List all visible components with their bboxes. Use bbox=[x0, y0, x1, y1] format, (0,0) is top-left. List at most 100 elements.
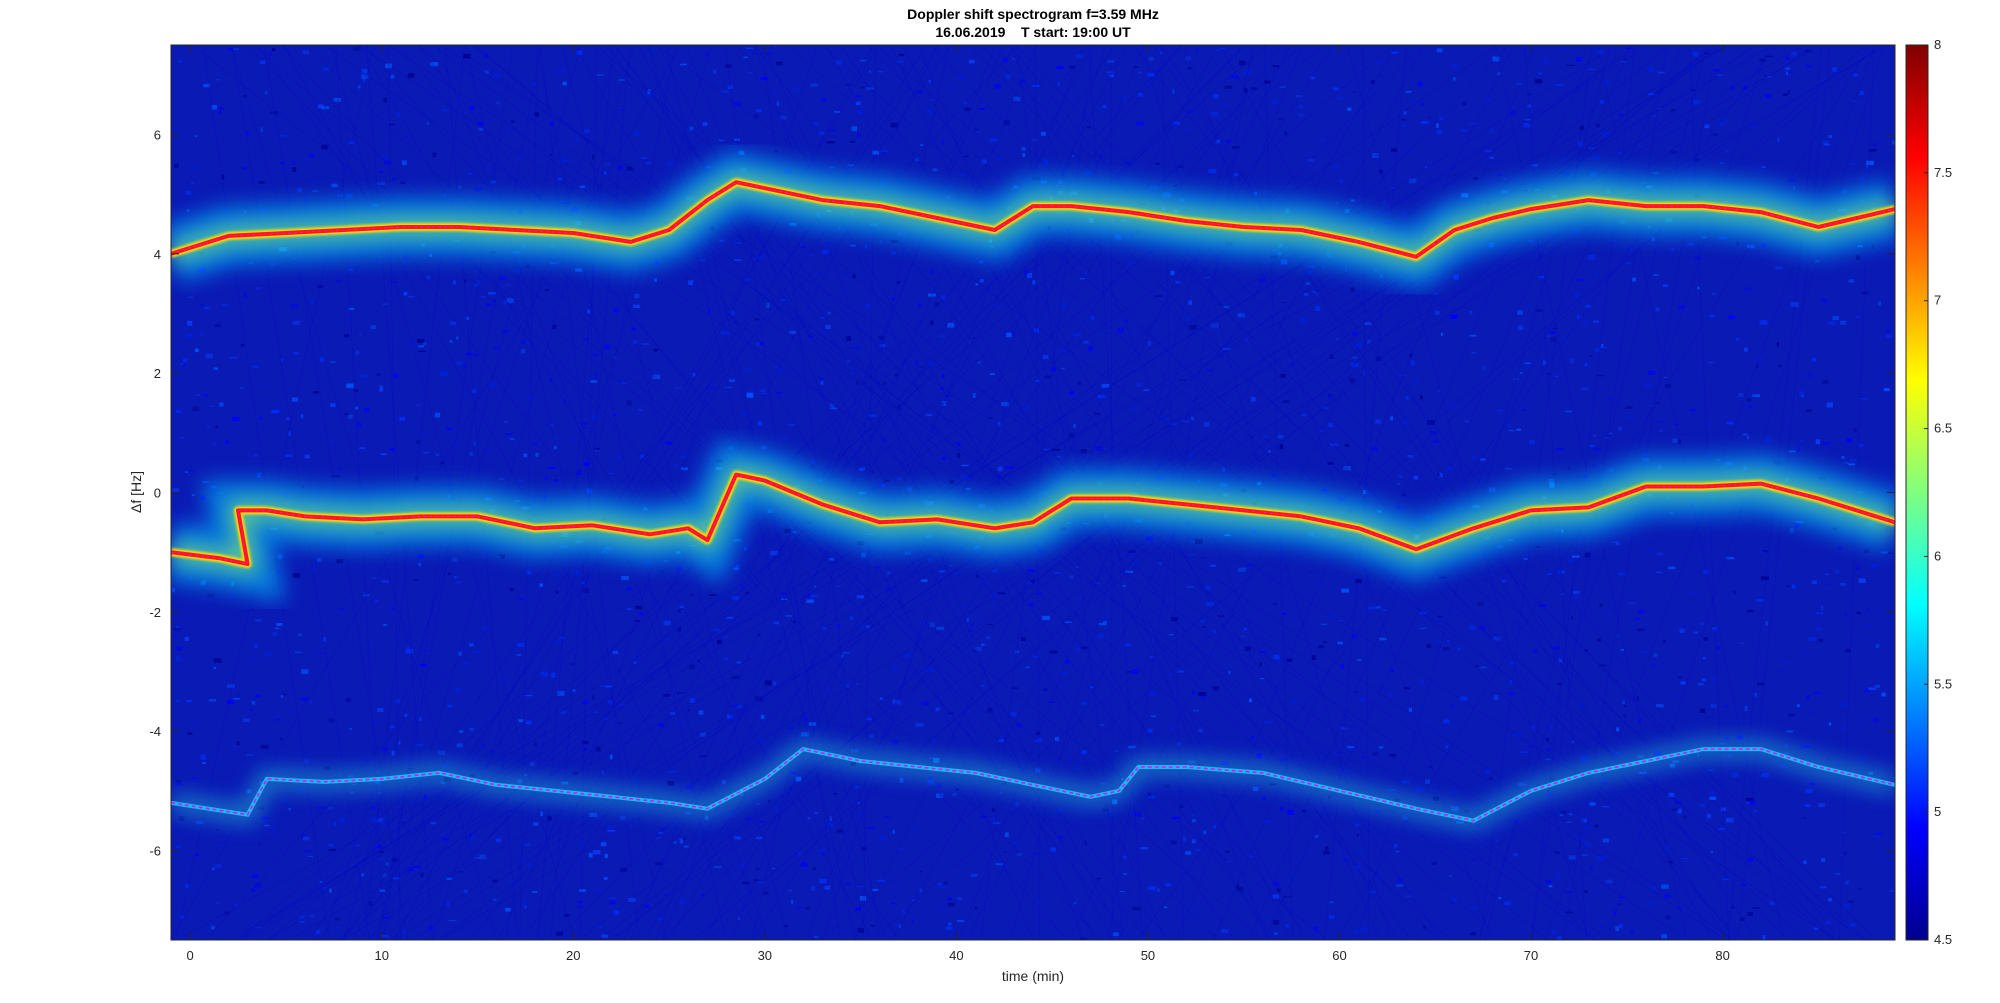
noise-speck bbox=[1471, 455, 1477, 460]
noise-speck bbox=[1449, 875, 1452, 877]
noise-speck bbox=[333, 97, 341, 102]
noise-speck bbox=[806, 599, 814, 603]
noise-speck bbox=[1587, 68, 1596, 70]
noise-speck bbox=[1634, 617, 1641, 620]
noise-speck bbox=[363, 594, 370, 597]
noise-speck bbox=[826, 141, 835, 144]
noise-speck bbox=[347, 169, 351, 173]
noise-speck bbox=[1354, 343, 1362, 347]
noise-speck bbox=[1702, 678, 1706, 682]
noise-speck bbox=[1030, 614, 1036, 617]
noise-speck bbox=[1074, 766, 1082, 770]
noise-speck bbox=[370, 817, 377, 821]
noise-speck bbox=[1753, 809, 1758, 813]
noise-speck bbox=[1769, 901, 1775, 906]
noise-speck bbox=[453, 280, 456, 285]
noise-speck bbox=[1393, 843, 1397, 849]
noise-speck bbox=[820, 98, 827, 102]
noise-speck bbox=[1315, 306, 1321, 311]
noise-speck bbox=[1518, 325, 1524, 331]
noise-speck bbox=[599, 685, 608, 687]
noise-speck bbox=[792, 620, 796, 624]
noise-speck bbox=[270, 111, 278, 114]
noise-speck bbox=[1558, 658, 1562, 663]
noise-speck bbox=[1744, 287, 1752, 291]
noise-speck bbox=[452, 557, 457, 562]
noise-speck bbox=[1450, 404, 1459, 408]
noise-speck bbox=[1095, 446, 1103, 451]
noise-speck bbox=[1551, 931, 1557, 935]
noise-speck bbox=[338, 608, 345, 610]
noise-speck bbox=[1576, 315, 1580, 320]
noise-speck bbox=[1204, 421, 1210, 427]
noise-speck bbox=[1775, 266, 1783, 270]
noise-speck bbox=[1157, 888, 1160, 893]
noise-speck bbox=[1595, 347, 1601, 352]
noise-speck bbox=[1584, 890, 1588, 893]
noise-speck bbox=[539, 583, 543, 587]
noise-speck bbox=[804, 717, 808, 722]
noise-speck bbox=[639, 612, 644, 616]
noise-speck bbox=[1272, 894, 1279, 899]
noise-speck bbox=[1694, 257, 1701, 260]
noise-speck bbox=[572, 438, 576, 442]
noise-speck bbox=[928, 293, 936, 297]
noise-speck bbox=[218, 110, 221, 115]
noise-speck bbox=[1307, 270, 1312, 276]
noise-speck bbox=[1606, 397, 1614, 400]
noise-speck bbox=[1618, 572, 1626, 576]
noise-speck bbox=[1419, 627, 1426, 629]
noise-speck bbox=[1357, 659, 1362, 662]
noise-speck bbox=[1552, 473, 1557, 476]
noise-speck bbox=[1692, 100, 1700, 105]
noise-speck bbox=[422, 650, 429, 652]
noise-speck bbox=[1783, 662, 1789, 664]
noise-speck bbox=[678, 608, 682, 613]
noise-speck bbox=[822, 331, 827, 334]
vertical-artifact bbox=[359, 45, 873, 940]
noise-speck bbox=[719, 139, 725, 141]
noise-speck bbox=[396, 651, 399, 653]
noise-speck bbox=[1562, 48, 1566, 50]
noise-speck bbox=[987, 707, 993, 713]
noise-speck bbox=[388, 741, 391, 746]
noise-speck bbox=[226, 699, 234, 705]
noise-speck bbox=[418, 345, 424, 348]
noise-speck bbox=[1159, 51, 1162, 55]
noise-speck bbox=[1021, 637, 1026, 641]
noise-speck bbox=[1236, 886, 1244, 892]
noise-speck bbox=[1857, 888, 1862, 890]
noise-speck bbox=[997, 476, 1001, 480]
noise-speck bbox=[1419, 612, 1426, 615]
noise-speck bbox=[1840, 702, 1848, 707]
noise-speck bbox=[1347, 107, 1352, 111]
noise-speck bbox=[1495, 839, 1499, 842]
noise-speck bbox=[1571, 555, 1580, 558]
noise-speck bbox=[1074, 901, 1077, 905]
noise-speck bbox=[336, 558, 344, 564]
noise-speck bbox=[1523, 557, 1528, 560]
noise-speck bbox=[879, 344, 885, 347]
noise-speck bbox=[575, 138, 580, 143]
noise-speck bbox=[1805, 65, 1813, 68]
noise-speck bbox=[1055, 736, 1060, 742]
noise-speck bbox=[1036, 593, 1042, 595]
noise-speck bbox=[268, 52, 272, 56]
noise-speck bbox=[1136, 382, 1141, 387]
noise-speck bbox=[1071, 155, 1074, 157]
noise-speck bbox=[1224, 85, 1233, 89]
noise-speck bbox=[1630, 930, 1634, 933]
noise-speck bbox=[430, 62, 439, 67]
noise-speck bbox=[709, 594, 717, 597]
noise-speck bbox=[1872, 717, 1879, 723]
noise-speck bbox=[1203, 830, 1207, 834]
noise-speck bbox=[1840, 729, 1845, 731]
noise-speck bbox=[1198, 728, 1203, 733]
noise-speck bbox=[1170, 840, 1177, 844]
noise-speck bbox=[329, 888, 332, 893]
noise-speck bbox=[825, 325, 831, 329]
noise-speck bbox=[1585, 363, 1588, 367]
noise-speck bbox=[595, 373, 598, 377]
noise-speck bbox=[292, 397, 298, 402]
noise-speck bbox=[687, 709, 690, 712]
